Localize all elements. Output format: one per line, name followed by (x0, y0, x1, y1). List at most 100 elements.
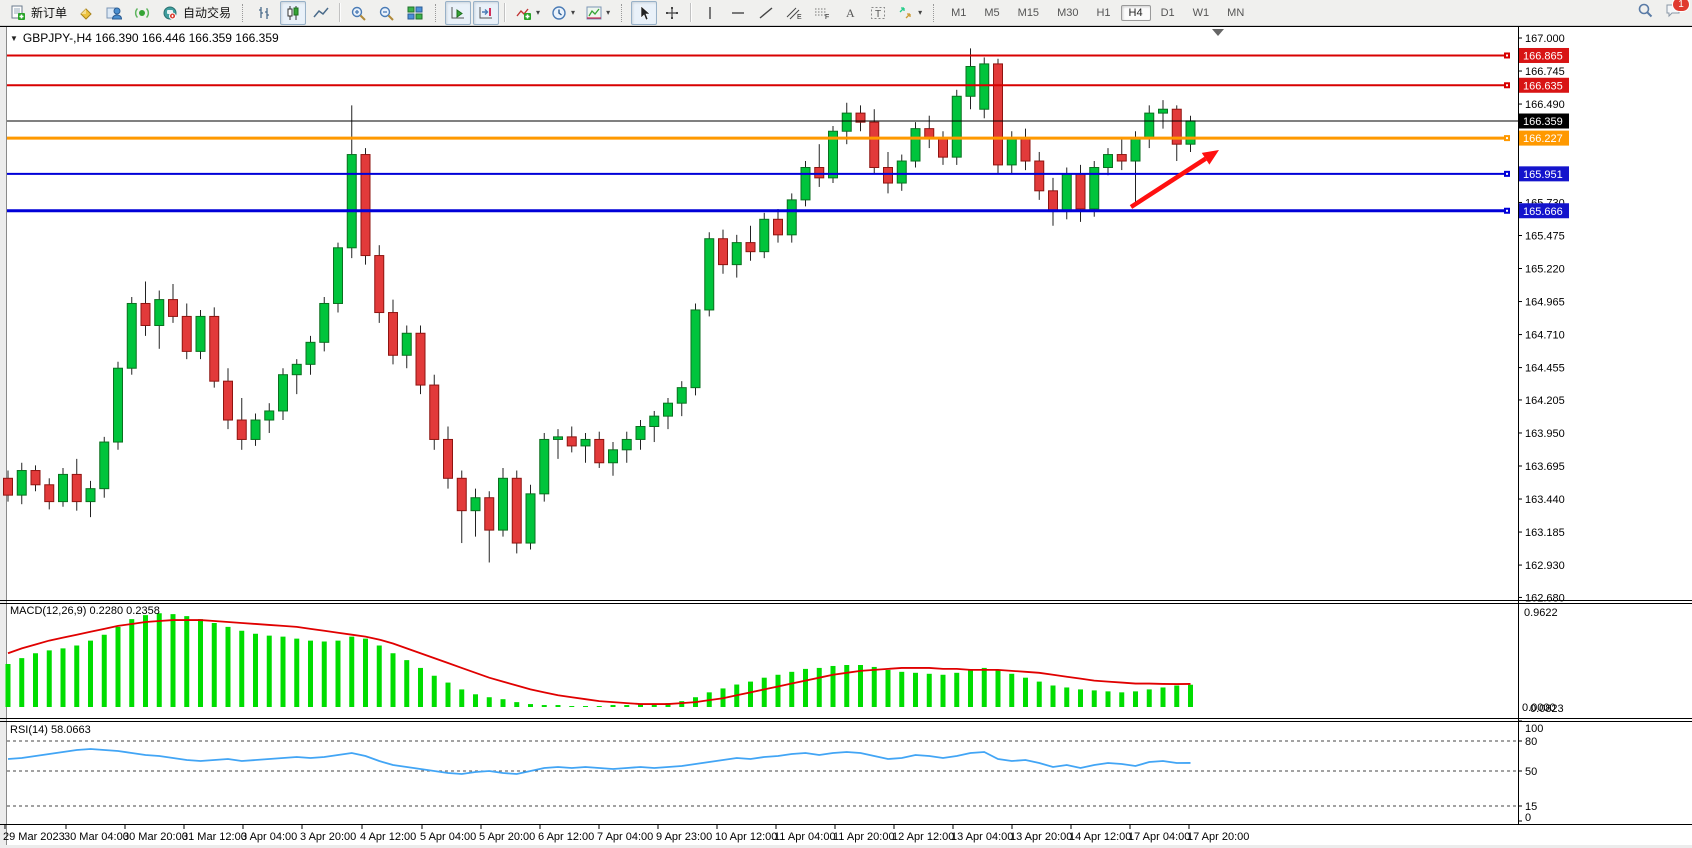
auto-scroll-button[interactable] (445, 0, 472, 25)
toolbar-group-trade: 新订单 自动交易 (4, 0, 236, 26)
tf-m1[interactable]: M1 (951, 6, 967, 19)
svg-text:164.710: 164.710 (1525, 330, 1565, 342)
svg-text:80: 80 (1525, 736, 1537, 748)
line-chart-button[interactable] (308, 1, 334, 25)
navigator-button[interactable] (101, 1, 127, 25)
svg-text:164.455: 164.455 (1525, 363, 1565, 375)
svg-text:163.440: 163.440 (1525, 494, 1565, 506)
text-icon: A (841, 5, 859, 21)
bar-chart-button[interactable] (252, 1, 278, 25)
cursor-button[interactable] (631, 0, 658, 25)
toolbar-grip[interactable] (435, 3, 439, 22)
price-axis[interactable]: 167.000166.745166.490165.730165.475165.2… (1518, 26, 1569, 824)
templates-button[interactable]: ▾ (581, 1, 614, 25)
label-icon: T (869, 5, 887, 21)
crosshair-button[interactable] (659, 1, 685, 25)
signals-button[interactable] (129, 1, 155, 25)
tf-h1[interactable]: H1 (1096, 6, 1111, 19)
text-button[interactable]: A (837, 1, 863, 25)
tf-d1[interactable]: D1 (1160, 6, 1175, 19)
svg-text:167.000: 167.000 (1525, 33, 1565, 45)
arrows-button-dropdown-arrow-icon[interactable]: ▾ (918, 8, 923, 17)
tf-m15[interactable]: M15 (1017, 6, 1040, 19)
tf-m30[interactable]: M30 (1057, 6, 1079, 19)
indicators-button-dropdown-arrow-icon[interactable]: ▾ (536, 8, 541, 17)
svg-text:6 Apr 12:00: 6 Apr 12:00 (538, 831, 594, 843)
hline-objects-layer[interactable] (7, 52, 1518, 214)
chart-title-text: GBPJPY-,H4 166.390 166.446 166.359 166.3… (22, 31, 279, 45)
equidistant-channel-button[interactable]: E (781, 1, 807, 25)
svg-text:166.745: 166.745 (1525, 66, 1565, 78)
svg-text:165.220: 165.220 (1525, 264, 1565, 276)
svg-text:3 Apr 20:00: 3 Apr 20:00 (300, 831, 356, 843)
candlestick-button[interactable] (280, 0, 307, 25)
toolbar-separator (504, 3, 507, 22)
toolbar-grip[interactable] (242, 3, 246, 22)
svg-text:17 Apr 04:00: 17 Apr 04:00 (1128, 831, 1190, 843)
svg-text:14 Apr 12:00: 14 Apr 12:00 (1069, 831, 1131, 843)
svg-text:50: 50 (1525, 766, 1537, 778)
channel-icon: E (785, 5, 803, 21)
annotation-arrow[interactable] (1129, 150, 1219, 209)
autotrading-button-label: 自动交易 (183, 6, 232, 20)
toolbar: 新订单 自动交易 ▾ ▾ ▾ E F A T ▾ M1 M5 M15 M30 H1 H4 D1 W1 MN 1 (0, 0, 1692, 26)
tf-h4[interactable]: H4 (1120, 4, 1151, 21)
trendline-icon (757, 5, 775, 21)
market-watch-button[interactable] (73, 1, 99, 25)
svg-text:0: 0 (1525, 812, 1531, 824)
tf-mn[interactable]: MN (1227, 6, 1245, 19)
svg-text:10 Apr 12:00: 10 Apr 12:00 (715, 831, 777, 843)
notifications-button[interactable]: 1 (1664, 0, 1690, 23)
text-label-button[interactable]: T (865, 1, 891, 25)
svg-text:0.0823: 0.0823 (1530, 703, 1564, 715)
zoom-out-button[interactable] (374, 1, 400, 25)
periods-button-dropdown-arrow-icon[interactable]: ▾ (571, 8, 576, 17)
trendline-button[interactable] (753, 1, 779, 25)
toolbar-grip[interactable] (933, 3, 937, 22)
tile-windows-button[interactable] (402, 1, 428, 25)
arrows-button[interactable]: ▾ (893, 1, 926, 25)
toolbar-group-draw: E F A T ▾ (630, 0, 927, 26)
crosshair-icon (663, 5, 681, 21)
tf-m5[interactable]: M5 (984, 6, 1000, 19)
svg-text:166.227: 166.227 (1523, 133, 1563, 145)
svg-text:163.185: 163.185 (1525, 527, 1565, 539)
vertical-line-button[interactable] (697, 1, 723, 25)
tf-w1[interactable]: W1 (1192, 6, 1210, 19)
fibo-icon: F (813, 5, 831, 21)
periods-button[interactable]: ▾ (546, 1, 579, 25)
svg-text:A: A (846, 6, 855, 20)
autotrading-button[interactable]: 自动交易 (157, 1, 235, 25)
svg-text:165.475: 165.475 (1525, 230, 1565, 242)
svg-text:166.490: 166.490 (1525, 99, 1565, 111)
templates-button-dropdown-arrow-icon[interactable]: ▾ (606, 8, 611, 17)
chart-shift-button[interactable] (473, 0, 500, 25)
search-button[interactable] (1636, 2, 1654, 23)
svg-text:0.0000: 0.0000 (1522, 702, 1556, 714)
chart-selector-dropdown-icon[interactable]: ▼ (10, 33, 18, 43)
autoscroll-icon (449, 5, 467, 21)
toolbar-grip[interactable] (621, 3, 625, 22)
svg-text:166.359: 166.359 (1523, 116, 1563, 128)
chart-shift-marker[interactable] (1212, 29, 1224, 36)
svg-text:F: F (825, 14, 829, 21)
svg-text:13 Apr 20:00: 13 Apr 20:00 (1010, 831, 1072, 843)
horizontal-line-button[interactable] (725, 1, 751, 25)
new-order-icon (9, 5, 27, 21)
indicators-button[interactable]: ▾ (511, 1, 544, 25)
zoom-in-button[interactable] (346, 1, 372, 25)
new-order-button[interactable]: 新订单 (5, 1, 71, 25)
fibonacci-button[interactable]: F (809, 1, 835, 25)
svg-text:T: T (875, 9, 881, 20)
candles-layer[interactable] (3, 48, 1196, 563)
toolbar-separator (339, 3, 342, 22)
svg-text:17 Apr 20:00: 17 Apr 20:00 (1187, 831, 1249, 843)
svg-text:162.930: 162.930 (1525, 560, 1565, 572)
svg-text:12 Apr 12:00: 12 Apr 12:00 (892, 831, 954, 843)
toolbar-group-scroll: ▾ ▾ ▾ (444, 0, 615, 26)
periods-icon (550, 5, 568, 21)
